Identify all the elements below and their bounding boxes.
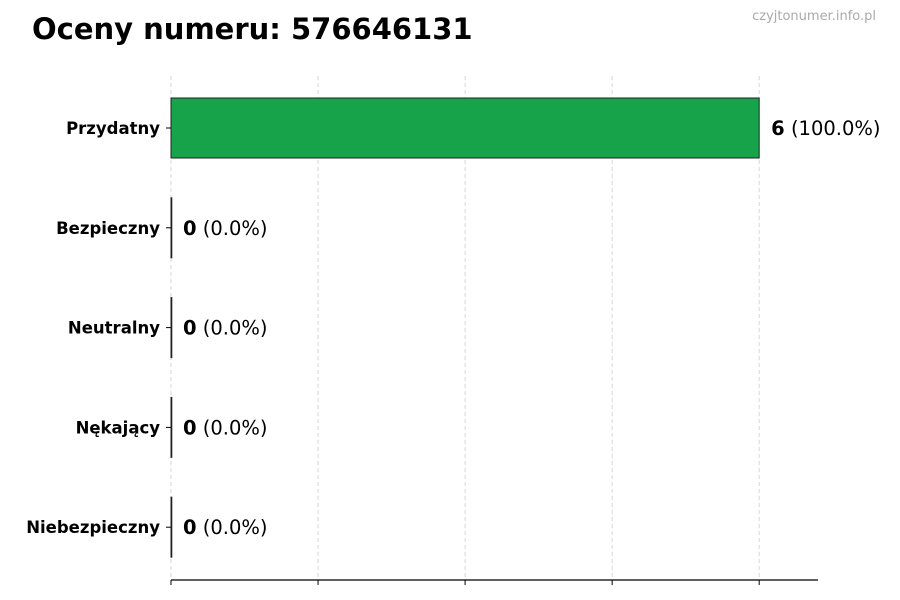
value-percent: (0.0%)	[197, 317, 268, 340]
value-label: 0 (0.0%)	[183, 317, 268, 340]
value-percent: (0.0%)	[197, 416, 268, 439]
category-label: Niebezpieczny	[26, 518, 160, 537]
bar	[170, 396, 173, 458]
chart-title: Oceny numeru: 576646131	[32, 12, 473, 46]
value-percent: (0.0%)	[197, 217, 268, 240]
value-label: 0 (0.0%)	[183, 416, 268, 439]
value-count: 0	[183, 516, 197, 539]
category-label: Nękający	[76, 418, 161, 437]
value-label: 0 (0.0%)	[183, 516, 268, 539]
value-count: 0	[183, 317, 197, 340]
value-count: 0	[183, 217, 197, 240]
value-percent: (0.0%)	[197, 516, 268, 539]
category-label: Przydatny	[66, 119, 160, 138]
value-percent: (100.0%)	[785, 117, 881, 140]
bar	[170, 297, 173, 359]
watermark: czyjtonumer.info.pl	[752, 9, 876, 24]
value-count: 6	[771, 117, 785, 140]
bar	[170, 97, 760, 159]
bar	[170, 197, 173, 259]
value-label: 0 (0.0%)	[183, 217, 268, 240]
category-label: Bezpieczny	[56, 219, 160, 238]
value-label: 6 (100.0%)	[771, 117, 880, 140]
category-label: Neutralny	[68, 319, 160, 338]
value-count: 0	[183, 416, 197, 439]
bar	[170, 496, 173, 558]
